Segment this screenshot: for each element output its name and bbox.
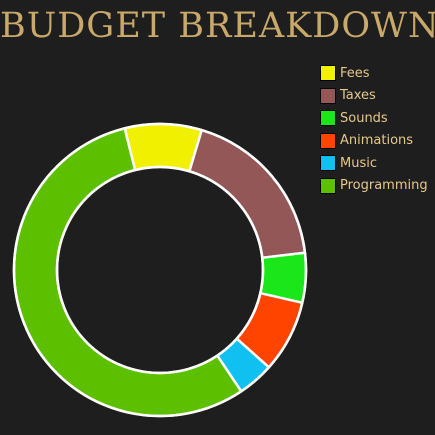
- chart-legend: Fees Taxes Sounds Animations Music Programmin…: [320, 62, 432, 197]
- legend-label: Taxes: [340, 88, 376, 104]
- slice-taxes: [188, 128, 307, 260]
- legend-label: Sounds: [340, 110, 388, 126]
- donut-outer-ring: [12, 122, 308, 418]
- legend-label: Animations: [340, 133, 414, 149]
- legend-swatch: [320, 87, 336, 104]
- slice-fees: [123, 122, 203, 173]
- legend-label: Programming: [340, 178, 428, 194]
- legend-swatch: [320, 110, 336, 127]
- legend-swatch: [320, 132, 336, 149]
- legend-item-taxes: Taxes: [320, 85, 432, 108]
- legend-item-fees: Fees: [320, 62, 432, 85]
- legend-label: Fees: [340, 65, 370, 81]
- legend-item-sounds: Sounds: [320, 107, 432, 130]
- legend-label: Music: [340, 155, 377, 171]
- legend-swatch: [320, 155, 336, 172]
- chart-title: BUDGET BREAKDOWN: [0, 6, 435, 46]
- legend-swatch: [320, 177, 336, 194]
- legend-item-animations: Animations: [320, 130, 432, 153]
- donut-slices: [12, 122, 308, 418]
- legend-item-music: Music: [320, 152, 432, 175]
- legend-item-programming: Programming: [320, 175, 432, 198]
- legend-swatch: [320, 65, 336, 82]
- donut-inner-ring: [55, 165, 265, 375]
